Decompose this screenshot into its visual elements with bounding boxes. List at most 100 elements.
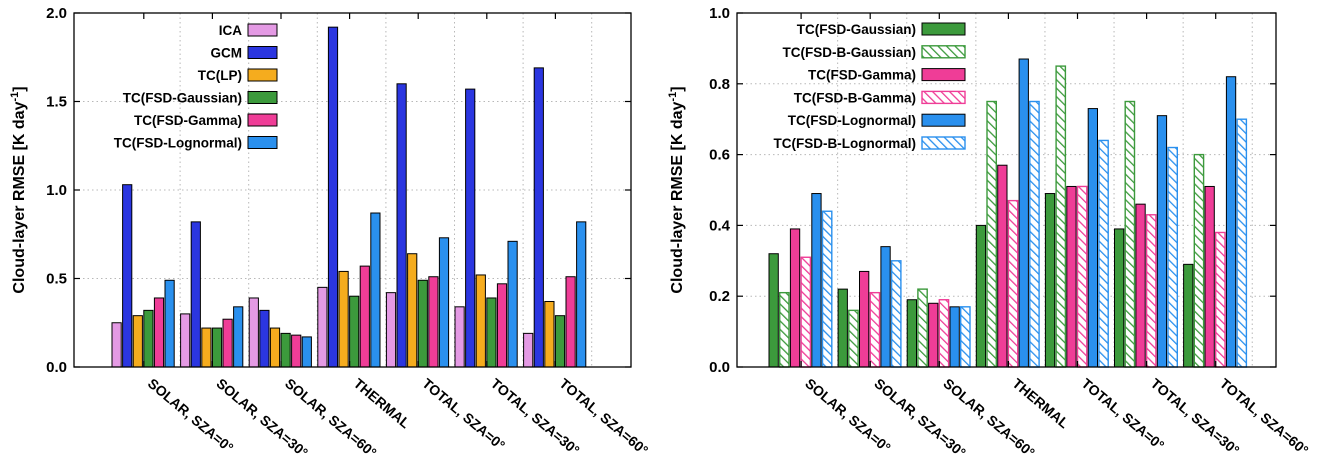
y-axis-title: Cloud-layer RMSE [K day-1] — [9, 86, 28, 293]
bar-ica-4 — [317, 286, 328, 368]
legend: ICA GCM TC(LP) TC(FSD-Gaussian) TC(FSD-Gamma… — [114, 23, 278, 151]
legend-label: TC(FSD-B-Lognormal) — [774, 136, 916, 151]
bar-tc-fsd-b-gamma--7 — [1214, 231, 1226, 368]
bar-tc-fsd-gamma--3 — [291, 334, 302, 368]
bar-tc-fsd-gaussian--5 — [1044, 193, 1056, 368]
legend-swatch — [247, 23, 278, 37]
bar-gcm-6 — [465, 88, 476, 368]
bar-tc-fsd-b-gamma--3 — [938, 299, 950, 368]
bar-tc-fsd-gamma--7 — [565, 276, 576, 368]
bar-tc-fsd-gaussian--6 — [1114, 228, 1125, 368]
bar-gcm-4 — [327, 26, 339, 368]
y-tick-label: 1.5 — [46, 94, 67, 111]
legend: TC(FSD-Gaussian) TC(FSD-B-Gaussian) TC(FSD… — [774, 22, 966, 151]
bar-tc-fsd-b-lognormal--6 — [1167, 146, 1179, 368]
legend-item: TC(FSD-Gaussian) — [123, 91, 278, 106]
bar-tc-fsd-lognormal--3 — [301, 336, 312, 368]
bar-tc-fsd-gaussian--2 — [837, 288, 848, 368]
legend-item: TC(FSD-Lognormal) — [788, 113, 966, 128]
bar-tc-lp--7 — [544, 301, 555, 368]
bar-tc-fsd-lognormal--5 — [438, 237, 450, 368]
bar-tc-fsd-gaussian--7 — [554, 315, 566, 368]
bar-gcm-5 — [396, 83, 407, 368]
legend-item: TC(FSD-Gamma) — [134, 113, 278, 128]
legend-item: TC(LP) — [198, 68, 278, 83]
bar-tc-fsd-b-lognormal--3 — [960, 306, 971, 368]
bar-gcm-1 — [122, 184, 133, 368]
bar-tc-fsd-gamma--2 — [859, 270, 870, 368]
bars — [111, 26, 587, 368]
legend-label: TC(FSD-Gaussian) — [797, 22, 916, 37]
y-tick-label: 1.0 — [46, 182, 67, 199]
x-category-label: THERMAL — [351, 375, 414, 432]
bar-gcm-2 — [190, 221, 201, 368]
bar-tc-fsd-gamma--2 — [222, 318, 233, 368]
legend-item: TC(FSD-Lognormal) — [114, 136, 278, 151]
legend-label: TC(FSD-Gaussian) — [123, 91, 242, 106]
bar-tc-fsd-gamma--6 — [1135, 203, 1146, 368]
bar-tc-fsd-lognormal--1 — [811, 193, 822, 368]
bar-tc-fsd-gaussian--1 — [768, 253, 779, 368]
bar-ica-1 — [111, 322, 122, 368]
y-axis: 0.0 0.2 0.4 0.6 0.8 1.0 — [709, 5, 1276, 376]
bar-tc-fsd-gaussian--6 — [486, 297, 497, 368]
y-axis-title: Cloud-layer RMSE [K day-1] — [667, 86, 686, 293]
bar-tc-fsd-lognormal--4 — [1018, 58, 1029, 368]
legend-item: TC(FSD-B-Gaussian) — [782, 45, 966, 60]
y-tick-label: 0.6 — [709, 147, 730, 164]
grid — [737, 12, 1276, 368]
bar-tc-fsd-lognormal--5 — [1087, 108, 1098, 368]
y-tick-label: 1.0 — [709, 5, 730, 22]
legend-label: TC(FSD-Gamma) — [808, 68, 916, 83]
bar-tc-fsd-b-gamma--5 — [1076, 185, 1088, 368]
bar-tc-fsd-b-gaussian--4 — [986, 100, 998, 368]
legend-item: TC(FSD-B-Lognormal) — [774, 136, 966, 151]
bar-tc-fsd-gamma--3 — [928, 302, 939, 368]
bar-ica-6 — [454, 306, 465, 368]
legend-item: TC(FSD-B-Gamma) — [794, 90, 966, 105]
bar-tc-fsd-b-gamma--6 — [1145, 214, 1157, 368]
bar-tc-fsd-lognormal--3 — [949, 306, 960, 368]
legend-item: GCM — [211, 46, 278, 61]
bar-tc-fsd-b-lognormal--4 — [1029, 100, 1040, 368]
bar-tc-lp--1 — [132, 315, 143, 368]
legend-swatch — [921, 45, 966, 59]
bar-tc-fsd-lognormal--6 — [1156, 115, 1168, 368]
legend-label: TC(LP) — [198, 68, 242, 83]
bar-gcm-7 — [533, 67, 544, 368]
legend-label: TC(FSD-Lognormal) — [114, 136, 242, 151]
bar-tc-fsd-lognormal--2 — [233, 306, 244, 368]
bar-tc-fsd-lognormal--6 — [507, 240, 518, 368]
y-tick-label: 0.2 — [709, 288, 730, 305]
legend-swatch — [921, 113, 966, 127]
legend-item: TC(FSD-Gamma) — [808, 68, 966, 83]
legend-swatch — [247, 113, 278, 127]
legend-label: GCM — [211, 46, 243, 61]
bar-tc-fsd-b-gaussian--2 — [848, 309, 859, 368]
legend-label: ICA — [219, 23, 243, 38]
bar-gcm-3 — [259, 309, 270, 368]
bar-tc-fsd-gaussian--4 — [975, 224, 987, 368]
bars — [768, 58, 1248, 368]
bar-tc-fsd-lognormal--7 — [1225, 76, 1237, 368]
bar-tc-fsd-b-gamma--4 — [1007, 199, 1019, 368]
bar-tc-fsd-b-lognormal--1 — [821, 210, 833, 368]
bar-tc-lp--6 — [475, 274, 486, 368]
legend-swatch — [247, 68, 278, 82]
bar-tc-lp--5 — [407, 253, 418, 368]
legend-swatch — [921, 136, 966, 150]
legend-label: TC(FSD-B-Gaussian) — [782, 45, 916, 60]
bar-tc-fsd-gaussian--5 — [417, 279, 428, 368]
bar-ica-2 — [180, 313, 191, 368]
legend-swatch — [921, 90, 966, 105]
y-tick-label: 0.5 — [46, 271, 67, 288]
legend-swatch — [921, 68, 966, 82]
bar-tc-fsd-b-gaussian--1 — [779, 291, 790, 368]
legend-label: TC(FSD-Lognormal) — [788, 113, 916, 128]
legend-item: ICA — [219, 23, 278, 38]
legend-swatch — [247, 91, 278, 104]
bar-tc-fsd-lognormal--2 — [880, 246, 891, 368]
y-tick-label: 0.0 — [46, 359, 67, 376]
